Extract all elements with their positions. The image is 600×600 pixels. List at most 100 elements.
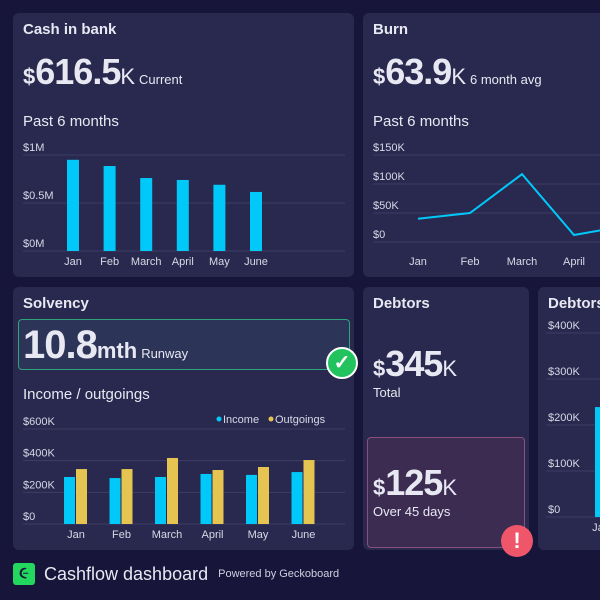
y-tick-label: $150K bbox=[373, 142, 405, 154]
y-tick-label: $200K bbox=[23, 479, 55, 491]
currency: $ bbox=[23, 64, 36, 89]
y-tick-label: $100K bbox=[548, 458, 580, 470]
card-title: Solvency bbox=[23, 295, 89, 312]
card-title: Cash in bank bbox=[23, 21, 117, 38]
y-tick-label: $0M bbox=[23, 238, 44, 250]
x-tick-label: Jan bbox=[64, 256, 82, 268]
currency: $ bbox=[373, 475, 386, 500]
bar-outgoings bbox=[212, 470, 224, 524]
burn-chart: $0$50K$100K$150KJanFebMarchAprilMay bbox=[373, 142, 600, 268]
y-tick-label: $400K bbox=[548, 320, 580, 332]
bar bbox=[67, 159, 79, 251]
x-tick-label: Feb bbox=[112, 529, 131, 541]
bar-income bbox=[291, 472, 303, 524]
cash-chart: $0M $0.5M $1M Jan Feb March April May June bbox=[23, 142, 345, 268]
y-tick-label: $0 bbox=[373, 229, 385, 241]
x-tick-label: Feb bbox=[461, 256, 480, 268]
bar bbox=[176, 179, 189, 251]
legend-dot bbox=[216, 416, 222, 422]
y-tick-label: $0 bbox=[548, 504, 560, 516]
bar bbox=[595, 407, 600, 517]
x-tick-label: May bbox=[248, 529, 269, 541]
bar-income bbox=[200, 473, 212, 524]
y-tick-label: $0.5M bbox=[23, 190, 54, 202]
check-circle-icon: ✓ bbox=[326, 347, 358, 379]
unit: mth bbox=[96, 338, 138, 363]
x-tick-label: Jan bbox=[409, 256, 427, 268]
value: 616.5 bbox=[35, 51, 121, 92]
dashboard-title: Cashflow dashboard bbox=[44, 563, 209, 584]
value-label: 6 month avg bbox=[470, 72, 542, 87]
bar bbox=[103, 166, 116, 251]
series-line bbox=[417, 172, 600, 237]
x-tick-label: Feb bbox=[100, 256, 119, 268]
bar-income bbox=[246, 474, 257, 524]
value: 345 bbox=[385, 343, 443, 384]
currency: $ bbox=[373, 64, 386, 89]
bar-income bbox=[64, 476, 75, 524]
powered-by: Powered by Geckoboard bbox=[218, 568, 340, 580]
debtors-card: Debtors $345K Total $125K Over 45 days ! bbox=[363, 287, 533, 557]
burn-card: Burn $63.9K 6 month avg Past 6 months $0 $… bbox=[363, 13, 600, 277]
y-tick-label: $600K bbox=[23, 416, 55, 428]
x-tick-label: June bbox=[244, 256, 268, 268]
section-title: Income / outgoings bbox=[23, 386, 150, 403]
unit: K bbox=[451, 64, 467, 89]
y-tick-label: $300K bbox=[548, 366, 580, 378]
unit: K bbox=[120, 64, 136, 89]
legend-label: Outgoings bbox=[275, 414, 326, 426]
unit: K bbox=[442, 475, 458, 500]
x-tick-label: April bbox=[201, 529, 223, 541]
value: 125 bbox=[385, 462, 443, 503]
x-tick-label: Jan bbox=[67, 529, 85, 541]
card-title: Debtors bbox=[373, 295, 430, 312]
exclamation-circle-icon: ! bbox=[501, 525, 533, 557]
bar-outgoings bbox=[303, 460, 315, 524]
x-tick-label: April bbox=[172, 256, 194, 268]
total-label: Total bbox=[373, 385, 401, 400]
debtors-total: $345K bbox=[373, 343, 457, 385]
y-tick-label: $100K bbox=[373, 171, 405, 183]
currency: $ bbox=[373, 356, 386, 381]
x-tick-label: March bbox=[152, 529, 183, 541]
debtors-overdue: $125K bbox=[373, 462, 457, 504]
bar-outgoings bbox=[121, 469, 133, 524]
bar-outgoings bbox=[258, 467, 269, 524]
burn-value: $63.9K 6 month avg bbox=[373, 51, 542, 93]
legend-label: Income bbox=[223, 414, 259, 426]
bar bbox=[250, 191, 262, 251]
bar-outgoings bbox=[76, 469, 87, 524]
x-tick-label: Jan bbox=[592, 522, 600, 534]
x-tick-label: June bbox=[292, 529, 316, 541]
bar-outgoings bbox=[167, 457, 178, 524]
footer: ૯ Cashflow dashboard Powered by Geckoboa… bbox=[13, 562, 339, 586]
y-tick-label: $400K bbox=[23, 448, 55, 460]
x-tick-label: March bbox=[131, 256, 162, 268]
x-tick-label: April bbox=[563, 256, 585, 268]
legend-dot bbox=[268, 416, 274, 422]
runway-box bbox=[18, 319, 350, 370]
value: 63.9 bbox=[385, 51, 452, 92]
y-tick-label: $50K bbox=[373, 200, 399, 212]
overdue-label: Over 45 days bbox=[373, 504, 451, 519]
card-title: Debtors bbox=[548, 295, 600, 312]
bar bbox=[213, 184, 226, 251]
overdue-box bbox=[367, 437, 525, 548]
solvency-card: Solvency 10.8mth Runway ✓ Income / outgoi… bbox=[13, 287, 358, 550]
bar-income bbox=[109, 478, 121, 524]
debtors-chart: $0 $100K $200K $300K $400K Jan bbox=[546, 320, 600, 534]
bar-income bbox=[155, 476, 166, 524]
value-label: Runway bbox=[141, 346, 189, 361]
value: 10.8 bbox=[23, 323, 98, 367]
runway-value: 10.8mth Runway bbox=[23, 323, 188, 368]
cash-in-bank-card: Cash in bank $616.5K Current Past 6 month… bbox=[13, 13, 354, 277]
bar bbox=[140, 178, 153, 251]
card-title: Burn bbox=[373, 21, 408, 38]
debtors-chart-card: Debtors $0 $100K $200K $300K $400K Jan bbox=[538, 287, 600, 550]
y-tick-label: $1M bbox=[23, 142, 44, 154]
x-tick-label: May bbox=[209, 256, 230, 268]
unit: K bbox=[442, 356, 458, 381]
y-tick-label: $0 bbox=[23, 511, 35, 523]
value-label: Current bbox=[139, 72, 183, 87]
geckoboard-logo-icon: ૯ bbox=[13, 563, 35, 585]
